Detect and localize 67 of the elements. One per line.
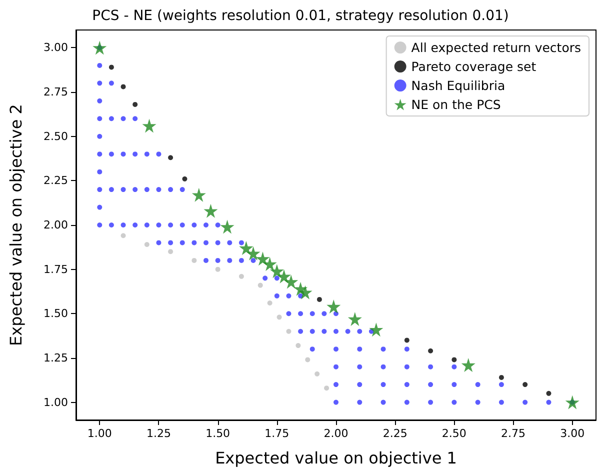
point — [298, 285, 312, 300]
x-tick-label: 1.00 — [87, 427, 112, 440]
point — [258, 282, 263, 288]
chart-title: PCS - NE (weights resolution 0.01, strategy resolution 0.01) — [92, 8, 509, 24]
point — [238, 274, 244, 279]
point — [144, 242, 150, 247]
x-tick-label: 2.25 — [382, 427, 408, 440]
point — [326, 300, 341, 314]
legend-label: All expected return vectors — [411, 40, 582, 55]
y-axis-title: Expected value on objective 2 — [6, 104, 26, 346]
point — [192, 188, 206, 202]
legend-label: NE on the PCS — [411, 97, 501, 112]
x-tick-label: 1.75 — [264, 427, 290, 440]
point — [404, 338, 410, 343]
point — [348, 312, 362, 326]
point — [246, 246, 260, 260]
y-tick-label: 2.75 — [44, 86, 68, 99]
point — [369, 322, 384, 337]
point — [182, 176, 188, 182]
x-axis-title: Expected value on objective 1 — [215, 448, 457, 468]
point — [108, 64, 114, 70]
point — [498, 374, 504, 380]
point — [314, 371, 320, 376]
legend-label: Pareto coverage set — [411, 59, 536, 74]
point — [132, 102, 138, 107]
point — [316, 296, 322, 302]
y-tick-label: 2.50 — [44, 130, 68, 143]
point — [168, 155, 174, 160]
point — [286, 328, 292, 334]
point — [92, 40, 107, 55]
point — [204, 204, 218, 218]
point — [168, 249, 174, 254]
point — [142, 118, 156, 133]
x-tick-label: 1.50 — [206, 427, 230, 440]
x-tick-label: 3.00 — [560, 427, 585, 440]
point — [296, 343, 301, 348]
point — [565, 395, 580, 410]
point — [324, 386, 330, 391]
point — [428, 348, 434, 354]
point — [262, 257, 277, 271]
x-tick-label: 2.00 — [324, 427, 348, 440]
point — [270, 264, 284, 278]
point — [120, 84, 126, 90]
y-tick-label: 3.00 — [44, 41, 68, 54]
point — [522, 382, 528, 388]
point — [452, 357, 457, 362]
point — [276, 314, 282, 320]
point — [256, 252, 270, 266]
point — [284, 274, 298, 289]
y-tick-label: 1.75 — [44, 262, 68, 276]
y-tick-label: 1.00 — [44, 396, 68, 409]
point — [267, 300, 272, 306]
point — [192, 258, 197, 263]
legend-label: Nash Equilibria — [411, 78, 506, 93]
y-tick-label: 1.50 — [44, 307, 68, 320]
point — [546, 390, 552, 396]
x-tick-label: 2.50 — [442, 427, 466, 440]
point — [120, 233, 126, 238]
x-tick-label: 1.25 — [146, 427, 171, 440]
x-tick-label: 2.75 — [501, 427, 526, 440]
y-tick-label: 1.25 — [44, 351, 68, 364]
point — [305, 357, 310, 362]
y-tick-label: 2.00 — [44, 218, 68, 232]
point — [220, 220, 234, 234]
point — [215, 266, 220, 272]
point — [461, 358, 476, 372]
y-tick-label: 2.25 — [44, 174, 68, 188]
